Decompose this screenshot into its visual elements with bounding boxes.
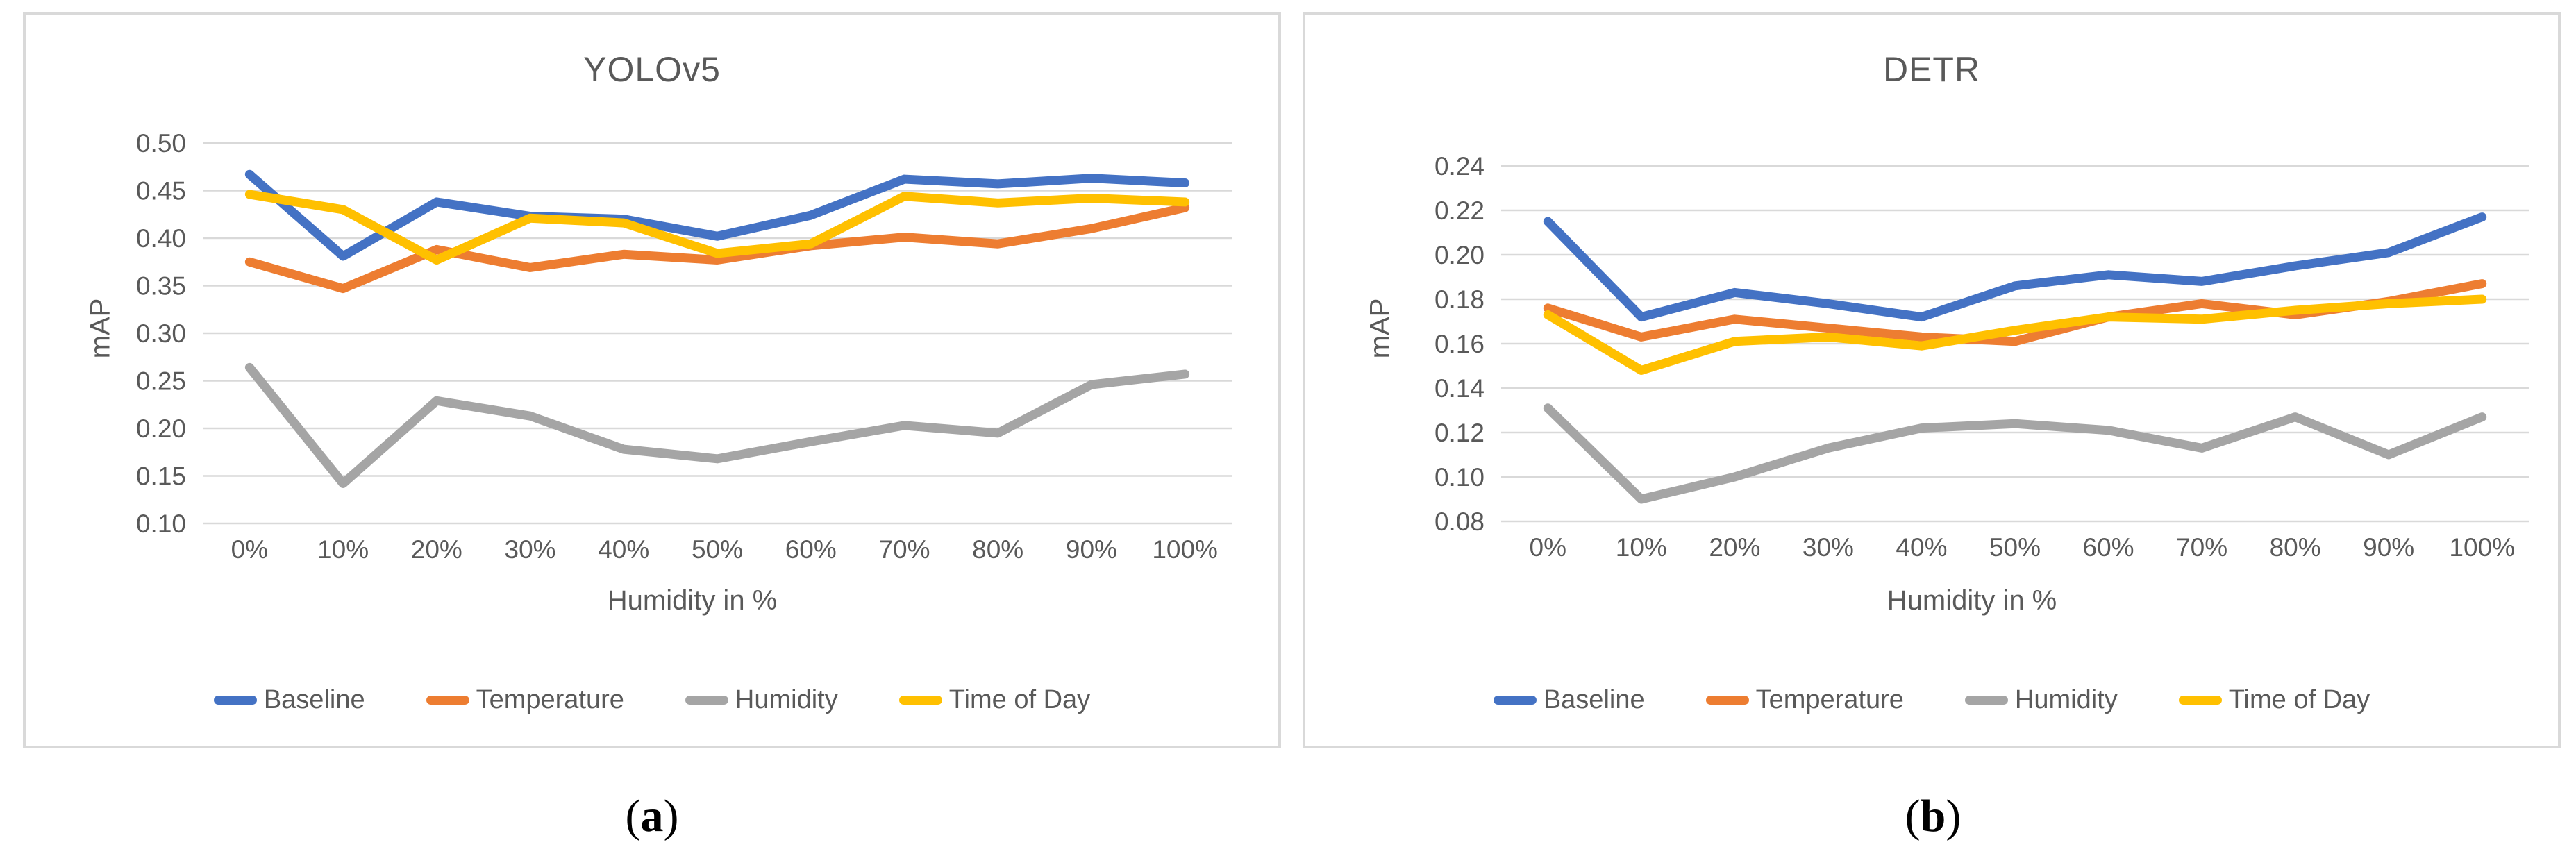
- chart-canvas-yolov5: 0.50 0.45 0.40 0.35 0.30 0.25 0.20 0.15 0.10 0% 10…: [136, 129, 1232, 564]
- x-tick-label: 40%: [598, 535, 649, 564]
- series-line-baseline: [244, 169, 1190, 261]
- y-tick-label: 0.45: [136, 177, 186, 205]
- legend-swatch-time-of-day: [2178, 696, 2222, 705]
- legend: Baseline Temperature Humidity Time of Da…: [1305, 685, 2558, 715]
- y-tick-label: 0.16: [1435, 330, 1484, 358]
- x-tick-label: 50%: [692, 535, 743, 564]
- legend-label-temperature: Temperature: [476, 685, 624, 714]
- legend-item-temperature: Temperature: [1705, 685, 1904, 715]
- x-tick-label: 40%: [1896, 533, 1947, 562]
- chart-panel-detr: DETR 0.24 0.22 0.20 0.18 0.16 0.14 0.12 0.10 0.0…: [1303, 12, 2561, 748]
- chart-title-yolov5: YOLOv5: [583, 50, 721, 89]
- y-tick-label: 0.20: [1435, 241, 1484, 269]
- x-tick-label: 0%: [1530, 533, 1566, 562]
- x-axis-title: Humidity in %: [607, 585, 778, 616]
- x-tick-label: 80%: [2270, 533, 2321, 562]
- legend-label-baseline: Baseline: [263, 685, 365, 714]
- x-tick-label: 50%: [1989, 533, 2041, 562]
- y-tick-label: 0.35: [136, 272, 186, 301]
- y-tick-label: 0.14: [1435, 374, 1484, 403]
- legend-item-time-of-day: Time of Day: [2178, 685, 2370, 715]
- x-tick-label: 20%: [411, 535, 462, 564]
- x-tick-label: 80%: [972, 535, 1023, 564]
- legend-item-humidity: Humidity: [1964, 685, 2118, 715]
- legend: Baseline Temperature Humidity Time of Da…: [26, 685, 1278, 715]
- legend-item-temperature: Temperature: [426, 685, 624, 715]
- x-tick-label: 90%: [1066, 535, 1117, 564]
- y-tick-label: 0.25: [136, 367, 186, 396]
- legend-swatch-baseline: [213, 696, 257, 705]
- subfigure-label-b: (b): [1843, 790, 2023, 843]
- y-tick-label: 0.50: [136, 129, 186, 158]
- series-line-temperature: [244, 203, 1190, 294]
- legend-swatch-temperature: [1705, 696, 1749, 705]
- legend-label-time-of-day: Time of Day: [948, 685, 1091, 714]
- y-tick-label: 0.12: [1435, 419, 1484, 447]
- x-tick-label: 30%: [505, 535, 556, 564]
- x-tick-label: 0%: [231, 535, 268, 564]
- y-axis-title: mAP: [1364, 298, 1396, 359]
- y-tick-label: 0.10: [136, 510, 186, 538]
- x-tick-label: 100%: [1152, 535, 1218, 564]
- legend-swatch-humidity: [685, 696, 728, 705]
- x-tick-label: 10%: [317, 535, 369, 564]
- x-tick-label: 30%: [1803, 533, 1854, 562]
- legend-label-temperature: Temperature: [1755, 685, 1904, 714]
- legend-label-baseline: Baseline: [1543, 685, 1645, 714]
- x-tick-label: 90%: [2363, 533, 2414, 562]
- legend-item-time-of-day: Time of Day: [898, 685, 1091, 715]
- series-line-humidity: [244, 362, 1190, 488]
- y-axis-title: mAP: [85, 298, 116, 359]
- x-tick-label: 60%: [785, 535, 837, 564]
- paren-open: (: [625, 791, 641, 841]
- y-tick-label: 0.08: [1435, 507, 1484, 536]
- legend-item-baseline: Baseline: [213, 685, 365, 715]
- subfigure-letter-b: b: [1920, 791, 1946, 841]
- x-tick-label: 100%: [2449, 533, 2515, 562]
- y-tick-label: 0.18: [1435, 285, 1484, 314]
- y-tick-label: 0.30: [136, 319, 186, 348]
- x-tick-label: 20%: [1709, 533, 1760, 562]
- paren-open: (: [1905, 791, 1921, 841]
- y-tick-label: 0.15: [136, 462, 186, 491]
- chart-canvas-detr: 0.24 0.22 0.20 0.18 0.16 0.14 0.12 0.10 0.08 0% 10…: [1435, 152, 2529, 562]
- subfigure-letter-a: a: [640, 791, 664, 841]
- legend-label-humidity: Humidity: [735, 685, 838, 714]
- chart-title-detr: DETR: [1882, 50, 1981, 89]
- legend-swatch-humidity: [1964, 696, 2008, 705]
- y-tick-label: 0.20: [136, 414, 186, 443]
- series-line-time-of-day: [1543, 294, 2487, 375]
- x-tick-label: 60%: [2083, 533, 2134, 562]
- x-tick-label: 70%: [2176, 533, 2227, 562]
- legend-label-time-of-day: Time of Day: [2228, 685, 2370, 714]
- series-line-humidity: [1543, 403, 2487, 504]
- chart-panel-yolov5: YOLOv5 0.50 0.45 0.40 0.35 0.30 0.25 0.20 0.15 0…: [23, 12, 1281, 748]
- y-tick-label: 0.10: [1435, 463, 1484, 492]
- series-line-baseline: [1543, 212, 2487, 322]
- legend-swatch-baseline: [1493, 696, 1537, 705]
- y-tick-label: 0.40: [136, 224, 186, 253]
- legend-label-humidity: Humidity: [2014, 685, 2118, 714]
- paren-close: ): [663, 791, 679, 841]
- x-tick-label: 70%: [878, 535, 930, 564]
- series-line-time-of-day: [244, 190, 1190, 265]
- legend-item-baseline: Baseline: [1493, 685, 1645, 715]
- legend-swatch-temperature: [426, 696, 469, 705]
- legend-item-humidity: Humidity: [685, 685, 838, 715]
- x-axis-title: Humidity in %: [1887, 585, 2057, 616]
- y-tick-label: 0.22: [1435, 196, 1484, 225]
- paren-close: ): [1946, 791, 1962, 841]
- x-tick-label: 10%: [1616, 533, 1667, 562]
- subfigure-label-a: (a): [562, 790, 742, 843]
- y-tick-label: 0.24: [1435, 152, 1484, 181]
- legend-swatch-time-of-day: [898, 696, 942, 705]
